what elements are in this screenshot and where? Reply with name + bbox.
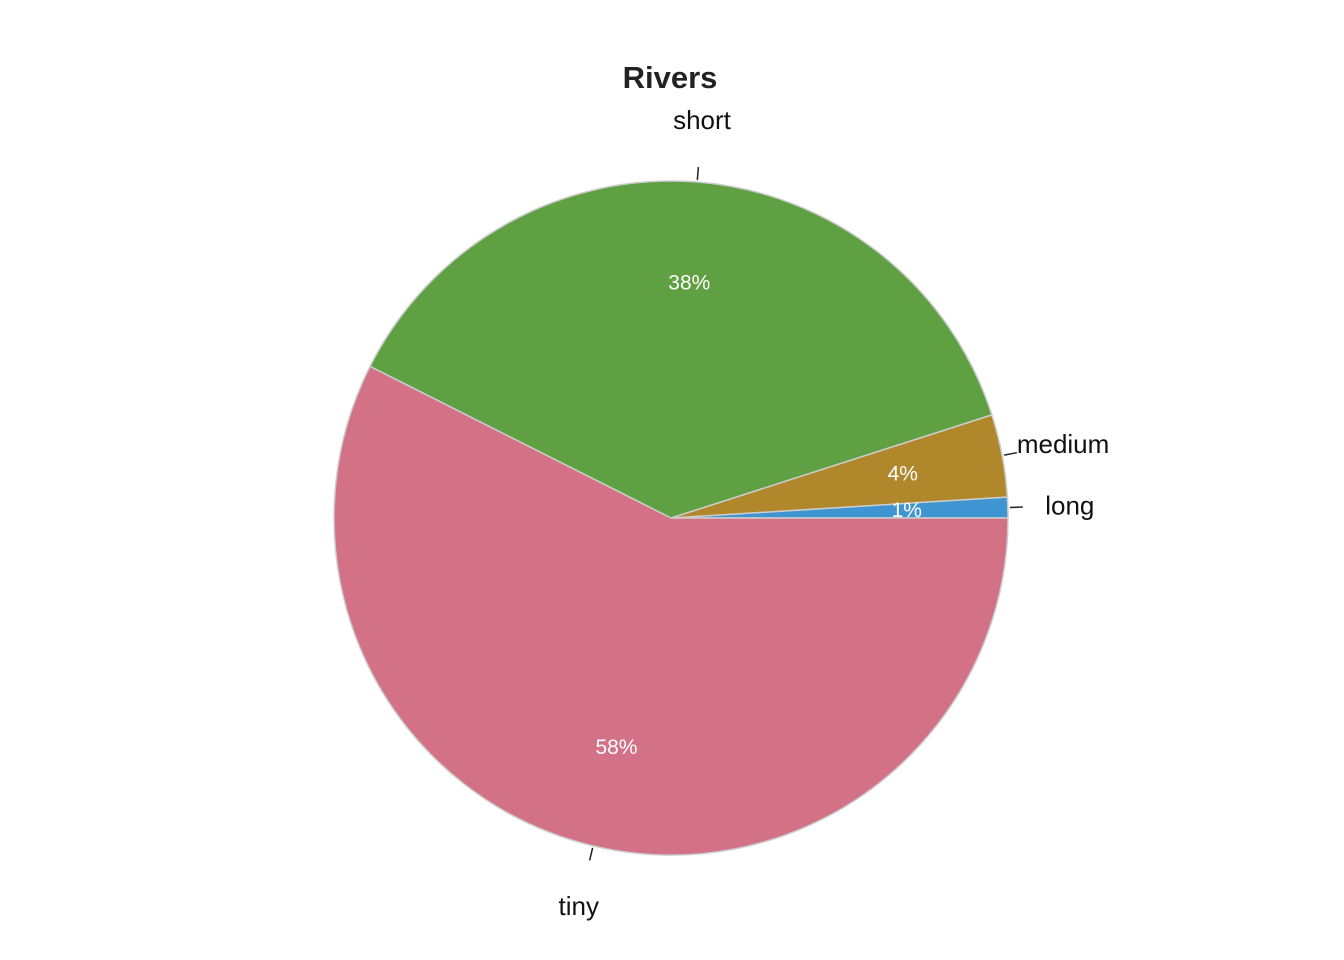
- category-labels: long medium short tiny: [559, 105, 1110, 921]
- percent-label-long: 1%: [892, 499, 922, 522]
- percent-label-short: 38%: [668, 271, 710, 294]
- slice-label-short: short: [673, 105, 732, 135]
- slice-label-tiny: tiny: [559, 891, 599, 921]
- slice-label-medium: medium: [1017, 429, 1109, 459]
- slice-label-long: long: [1045, 491, 1094, 521]
- percent-labels: 1% 4% 38% 58%: [595, 271, 922, 759]
- leader-line-tiny: [588, 847, 594, 861]
- percent-label-tiny: 58%: [595, 736, 637, 759]
- leader-line-short: [696, 167, 700, 181]
- pie-slice-tiny: [333, 365, 1009, 856]
- chart-title: Rivers: [623, 60, 718, 95]
- percent-label-medium: 4%: [888, 463, 918, 486]
- pie-slices: [333, 180, 1009, 856]
- leader-line-medium: [1003, 451, 1018, 456]
- pie-slice-short: [369, 180, 993, 519]
- leader-lines: [588, 167, 1023, 861]
